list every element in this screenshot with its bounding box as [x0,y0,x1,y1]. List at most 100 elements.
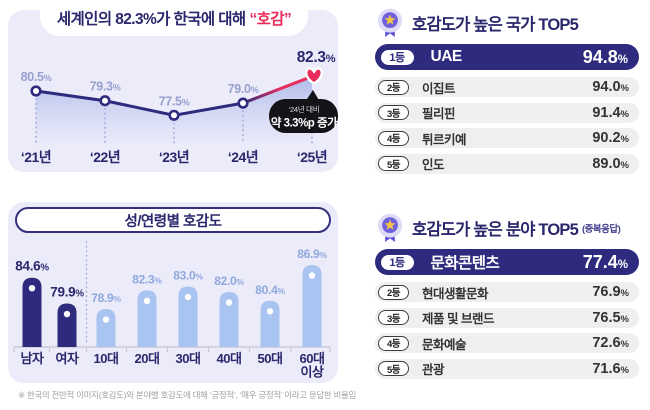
ranking-row-name: 튀르키예 [422,132,467,147]
bar-value-label: 83.0% [173,269,203,283]
ranking-row-name: UAE [430,48,463,65]
trend-x-label: ‘21년 [21,149,51,165]
field-ranking-section: 호감도가 높은 분야 TOP5 (중복응답) 1등 문화콘텐츠 77.4% 2등… [375,212,639,384]
bar-dot [143,297,151,305]
medal-icon [377,213,403,242]
ranking-row: 2등 이집트 94.0% [375,77,639,97]
ranking-row-name: 현대생활문화 [422,286,489,301]
bar-5 [178,286,198,347]
bar-dot [266,308,274,315]
bar-8 [302,265,322,347]
bar-value-label: 84.6% [15,259,49,274]
field-ranking-rows: 1등 문화콘텐츠 77.4% 2등 현대생활문화 76.9% 3등 제품 및 브… [375,249,639,379]
trend-line-last-segment [242,75,313,105]
country-ranking-section: 호감도가 높은 국가 TOP5 1등 UAE 94.8% 2등 이집트 94.0… [375,7,639,179]
bar-dot [28,285,36,292]
rank-badge: 3등 [378,105,409,120]
callout-line1: ‘24년 대비 [289,104,320,114]
ranking-row-name: 문화콘텐츠 [430,255,500,272]
bar-x-label: 남자 [21,351,44,366]
ranking-row-value: 72.6% [592,335,629,351]
bar-dot [102,316,110,323]
trend-point-label: 77.5% [159,94,190,108]
bar-x-label: 이상 [301,365,324,380]
rank-badge: 4등 [378,335,409,351]
trend-point-label: 79.3% [90,80,121,94]
rank-badge: 2등 [378,79,409,95]
bar-value-label: 82.0% [214,274,244,288]
ranking-row: 1등 문화콘텐츠 77.4% [375,249,639,275]
country-ranking-title: 호감도가 높은 국가 TOP5 [412,16,579,34]
bar-7 [260,300,280,347]
callout-line2: 약 3.3%p 증가 [271,116,338,130]
rank-badge: 1등 [378,47,416,67]
bar-x-label: 40대 [217,351,242,366]
ranking-row: 3등 필리핀 91.4% [375,102,639,123]
bar-value-label: 80.4% [255,283,285,297]
bar-x-label: 20대 [135,351,160,366]
bar-value-label: 82.3% [132,272,162,286]
ranking-row-value: 94.0% [592,79,629,95]
bar-2 [57,303,77,347]
bar-3 [96,309,116,347]
bar-dot [184,293,192,301]
trend-callout-bubble: ‘24년 대비약 3.3%p 증가 [269,90,338,133]
trend-title-text: 세계인의 82.3%가 한국에 대해 [56,11,246,28]
rank-badge: 2등 [378,284,409,300]
ranking-row: 4등 문화예술 72.6% [375,333,639,353]
trend-x-label: ‘23년 [159,149,189,165]
ranking-row-value: 71.6% [592,360,629,377]
trend-point [168,109,180,121]
ranking-row-name: 이집트 [422,81,456,96]
bar-x-label: 10대 [94,351,119,366]
ranking-row-name: 제품 및 브랜드 [422,312,494,326]
ranking-row-value: 76.9% [592,284,629,300]
trend-x-label: ‘22년 [90,149,120,165]
rank-badge: 5등 [378,156,409,171]
bar-1 [22,277,42,347]
trend-point-label: 80.5% [21,70,52,84]
rank-badge: 3등 [378,310,409,325]
bar-x-label: 여자 [56,351,79,366]
bar-dot [63,310,71,318]
trend-card: 80.5% 79.3% 77.5% 79.0% 82.3% ‘21년 ‘22년 ‘23년 ‘24… [8,10,338,172]
footnote: ※ 한국의 전반적 이미지(호감도)와 분야별 호감도에 대해 ‘긍정적’, ‘… [18,390,357,400]
ranking-row-value: 94.8% [582,46,628,67]
ranking-row: 1등 UAE 94.8% [375,44,639,70]
bar-dot [308,272,316,279]
field-ranking-header: 호감도가 높은 분야 TOP5 (중복응답) [377,212,639,244]
heart-icon [304,67,324,85]
trend-line [35,89,244,117]
ranking-row: 2등 현대생활문화 76.9% [375,282,639,302]
ranking-row: 5등 인도 89.0% [375,153,639,174]
rank-badge: 4등 [378,130,409,146]
bar-dot [225,299,233,306]
ranking-row: 3등 제품 및 브랜드 76.5% [375,307,639,328]
ranking-row-name: 문화예술 [422,337,467,352]
country-ranking-header: 호감도가 높은 국가 TOP5 [377,7,639,39]
trend-title: 세계인의 82.3%가 한국에 대해 “호감” [40,0,308,36]
trend-title-highlight: “호감” [249,11,292,28]
ranking-row: 5등 관광 71.6% [375,358,639,379]
ranking-row-name: 관광 [422,363,445,377]
trend-x-label: ‘24년 [228,149,258,165]
trend-final-label: 82.3% [297,49,336,66]
bar-x-label: 50대 [258,351,283,366]
rank-badge: 1등 [378,252,416,272]
bar-x-label: 30대 [176,351,201,366]
trend-point [30,85,42,97]
ranking-row-name: 인도 [422,158,445,172]
bar-value-label: 86.9% [297,247,327,261]
ranking-row: 4등 튀르키예 90.2% [375,128,639,148]
rank-badge: 5등 [378,361,409,376]
bar-6 [219,292,239,347]
ranking-row-value: 91.4% [592,104,629,121]
ranking-row-value: 89.0% [592,155,629,172]
bar-4 [137,290,157,347]
bar-x-label: 60대 [300,351,325,366]
bar-value-label: 78.9% [91,291,121,305]
trend-line-chart: 80.5% 79.3% 77.5% 79.0% 82.3% ‘21년 ‘22년 ‘23년 ‘24… [21,49,338,165]
ranking-row-value: 90.2% [592,130,629,146]
ranking-row-name: 필리핀 [422,107,456,121]
